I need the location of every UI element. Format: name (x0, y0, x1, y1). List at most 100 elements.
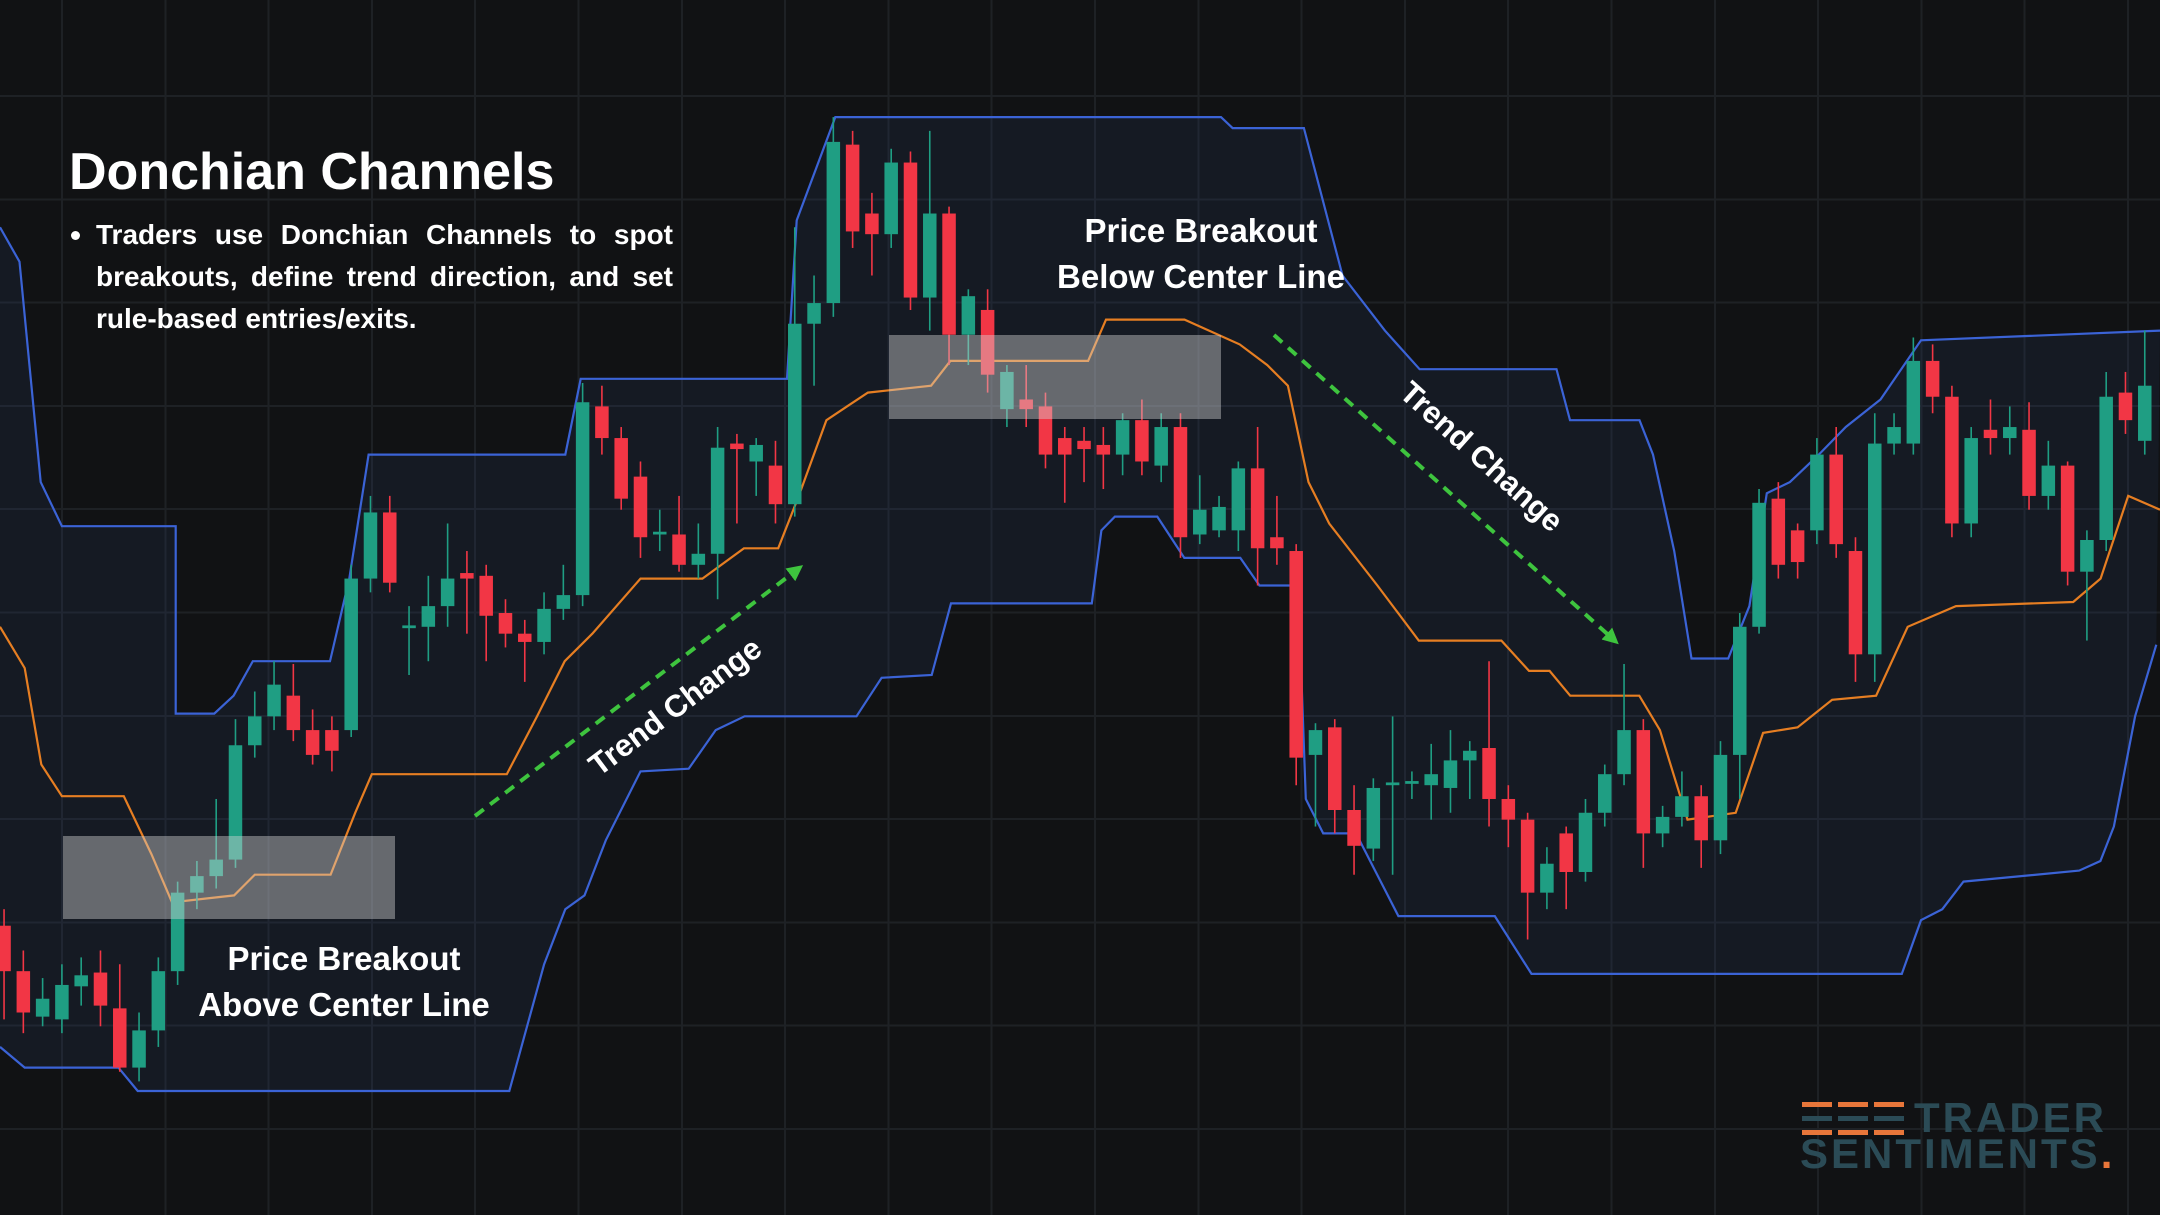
logo-dash (1874, 1102, 1904, 1107)
candle-body (1115, 420, 1130, 455)
candle-body (1925, 360, 1940, 397)
candle-body (1578, 812, 1593, 872)
candle-body (1193, 509, 1207, 535)
candle-body (35, 998, 50, 1017)
candle-body (1385, 782, 1400, 786)
candle-body (421, 606, 436, 627)
annotation-line: Price Breakout (227, 940, 461, 977)
candle-body (1173, 427, 1188, 538)
candle-body (1308, 730, 1323, 755)
candle-body (2080, 540, 2094, 572)
candle-body (1617, 730, 1631, 775)
highlight-box (63, 836, 395, 919)
candle-body (1000, 371, 1014, 410)
candle-body (1964, 438, 1978, 524)
candle-body (286, 695, 301, 731)
candle-body (556, 595, 571, 609)
candle-body (1887, 427, 1901, 444)
candle-body (460, 573, 474, 579)
candle-body (826, 141, 841, 304)
logo-dot: . (2100, 1130, 2116, 1177)
candle-body (518, 633, 532, 642)
logo-dash (1802, 1116, 1832, 1121)
candle-body (402, 625, 416, 629)
candle-body (788, 323, 802, 505)
candle-body (305, 730, 320, 755)
candle-body (1694, 796, 1708, 841)
candle-body (730, 443, 744, 450)
candle-body (1154, 427, 1168, 466)
candle-body (865, 213, 879, 235)
logo-mark (1802, 1102, 1904, 1135)
candle-body (691, 553, 706, 565)
annotation: Price Breakout Below Center Line (951, 208, 1451, 300)
logo-dash (1802, 1102, 1832, 1107)
candle-body (325, 730, 339, 751)
candle-body (209, 859, 223, 877)
candle-body (248, 716, 262, 746)
candle-body (2022, 429, 2036, 496)
candle-body (2138, 385, 2152, 441)
logo-dash (1838, 1116, 1868, 1121)
candle-body (1540, 863, 1554, 893)
candle-body (1752, 502, 1766, 627)
candle-body (1848, 551, 1863, 655)
logo-dash (1874, 1130, 1904, 1135)
highlight-box (889, 335, 1221, 419)
candle-body (1501, 798, 1516, 820)
candle-body (1347, 810, 1361, 846)
bullet-text: Traders use Donchian Channels to spot br… (69, 214, 673, 340)
candle-body (1713, 754, 1728, 841)
channel-line (0, 515, 2158, 1093)
candle-body (498, 613, 513, 634)
candle-body (1733, 626, 1747, 755)
channel-line (0, 318, 2160, 904)
candle-body (1983, 429, 1998, 439)
candle-body (1868, 443, 1882, 655)
candle-body (884, 162, 898, 235)
candle-body (1906, 360, 1921, 444)
trend-arrow (1272, 333, 1619, 645)
candle-body (1289, 551, 1303, 758)
candle-body (1328, 727, 1342, 810)
candle-body (2099, 396, 2113, 540)
candle-body (1771, 498, 1786, 565)
logo-text: SENTIMENTS. (1800, 1133, 2115, 1175)
candle-body (1482, 748, 1496, 799)
candle-body (267, 684, 281, 717)
candle-body (1058, 438, 1072, 455)
candle-body (1636, 730, 1651, 834)
candle-body (672, 534, 686, 565)
candle-body (363, 512, 378, 579)
candle-body (1463, 750, 1477, 761)
candle-body (942, 213, 956, 335)
candle-body (653, 531, 667, 535)
candle-body (1443, 760, 1458, 788)
candle-body (170, 892, 185, 972)
logo-dash (1802, 1130, 1832, 1135)
candle-body (1270, 537, 1284, 549)
candle-body (1810, 454, 1824, 531)
logo-dash (1838, 1102, 1868, 1107)
candle-body (1231, 468, 1246, 531)
candle-body (845, 144, 860, 232)
annotation-line: Price Breakout (1084, 212, 1318, 249)
candle-body (1250, 468, 1265, 549)
candle-body (1424, 774, 1438, 786)
candle-body (16, 971, 31, 1013)
candle-body (980, 309, 995, 375)
candle-body (768, 465, 783, 505)
candle-body (2118, 392, 2133, 421)
candle-body (1945, 396, 1959, 524)
candle-body (1096, 444, 1111, 455)
logo-dash (1838, 1130, 1868, 1135)
candle-body (1675, 796, 1689, 817)
candle-body (903, 162, 918, 298)
candle-body (614, 438, 628, 499)
candle-layer (0, 117, 2152, 1082)
logo-line: SENTIMENTS (1800, 1130, 2101, 1177)
trend-arrow (473, 565, 804, 818)
chart-title: Donchian Channels (69, 143, 555, 201)
